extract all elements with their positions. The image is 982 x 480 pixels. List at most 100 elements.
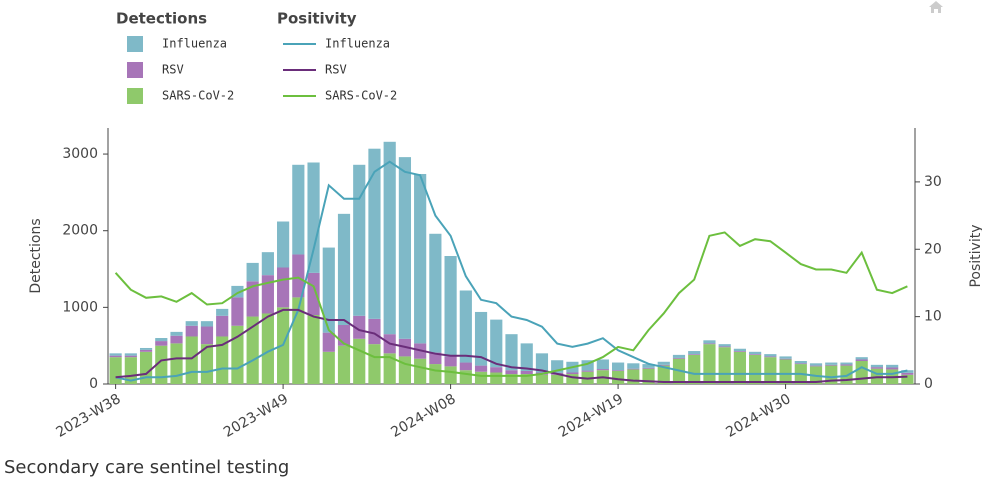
bar-segment <box>794 361 807 364</box>
bar-segment <box>642 367 655 369</box>
bar-segment <box>886 367 899 370</box>
bar-segment <box>825 362 838 365</box>
bar-segment <box>520 370 533 375</box>
bar-segment <box>246 316 259 384</box>
bar-segment <box>109 357 122 384</box>
legend-label: RSV <box>325 63 347 77</box>
bar-segment <box>733 351 746 352</box>
bar-segment <box>474 311 488 366</box>
legend-label: RSV <box>162 63 184 77</box>
bar-segment <box>703 344 716 384</box>
bar-segment <box>825 365 838 384</box>
bar-segment <box>749 354 762 384</box>
bar-segment <box>764 357 777 384</box>
x-tick-label: 2024-W30 <box>723 391 793 441</box>
bar-segment <box>185 325 198 337</box>
bar-segment <box>459 290 472 363</box>
legend-swatch <box>127 62 143 78</box>
y-tick-label: 2000 <box>62 223 98 239</box>
bar-segment <box>688 351 701 355</box>
bar-segment <box>596 369 609 371</box>
bar-segment <box>764 356 777 358</box>
bar-segment <box>611 362 625 371</box>
bar-segment <box>672 354 686 358</box>
bar-segment <box>277 221 290 268</box>
bar-segment <box>124 355 137 358</box>
x-tick-label: 2023-W38 <box>53 391 123 441</box>
bar-segment <box>474 365 488 372</box>
bar-segment <box>627 368 640 370</box>
bar-segment <box>307 162 320 273</box>
bar-segment <box>414 173 427 344</box>
y-tick-label: 1000 <box>62 299 98 315</box>
bar-segment <box>505 370 518 375</box>
line <box>115 308 908 383</box>
bar-segment <box>459 370 472 384</box>
x-tick-label: 2024-W08 <box>388 391 458 441</box>
bar-segment <box>277 267 290 308</box>
bar-segment <box>383 353 396 384</box>
bar-segment <box>566 372 579 375</box>
bar-segment <box>200 326 214 345</box>
bar-segment <box>322 332 335 352</box>
y2-axis-title: Positivity <box>968 224 982 287</box>
bar-segment <box>200 344 214 384</box>
bar-segment <box>139 347 153 350</box>
legend-label: SARS-CoV-2 <box>162 89 234 103</box>
bar-segment <box>718 344 731 347</box>
bar-segment <box>261 252 274 276</box>
bar-segment <box>246 262 259 282</box>
bar-segment <box>231 285 244 298</box>
bar-segment <box>216 308 229 316</box>
bar-segment <box>368 318 381 345</box>
bar-segment <box>170 343 183 384</box>
bar-segment <box>185 336 198 384</box>
bar-segment <box>185 321 198 326</box>
bar-segment <box>444 366 457 384</box>
bar-segment <box>429 233 442 353</box>
bar-segment <box>809 363 823 366</box>
bar-segment <box>855 359 868 362</box>
bar-segment <box>627 363 640 369</box>
bar-segment <box>444 356 457 367</box>
bar-segment <box>611 370 625 384</box>
bar-segment <box>353 164 366 316</box>
bar-segment <box>520 343 533 371</box>
bar-segment <box>505 334 518 371</box>
bar-segment <box>124 357 137 384</box>
home-icon[interactable] <box>929 1 943 13</box>
legend-group-title: Positivity <box>277 10 357 28</box>
bar-segment <box>901 374 914 384</box>
bar-segment <box>688 354 701 384</box>
legend-swatch <box>127 88 143 104</box>
bar-segment <box>688 354 701 355</box>
bar-segment <box>459 362 472 371</box>
bar-segment <box>581 360 594 371</box>
bar-segment <box>703 340 716 344</box>
bar-segment <box>657 364 670 366</box>
bar-segment <box>139 349 153 352</box>
bar-segment <box>764 354 777 357</box>
bar-segment <box>809 365 823 367</box>
x-tick-label: 2024-W19 <box>556 391 626 441</box>
bar-segment <box>109 353 122 356</box>
bar-segment <box>246 281 259 317</box>
bar-segment <box>490 372 503 384</box>
bar-segment <box>642 364 655 368</box>
bar-segment <box>825 364 838 366</box>
bar-segment <box>490 367 503 373</box>
bar-segment <box>733 348 746 352</box>
legend-swatch <box>127 36 143 52</box>
y2-tick-label: 10 <box>924 309 942 325</box>
bar-segment <box>383 141 396 335</box>
bar-segment <box>216 336 229 384</box>
bar-segment <box>155 341 168 346</box>
bar-segment <box>535 374 549 384</box>
bar-segment <box>155 338 168 342</box>
x-tick-label: 2023-W49 <box>221 391 291 441</box>
bar-segment <box>398 157 412 339</box>
bar-segment <box>292 164 305 255</box>
bar-segment <box>200 321 214 327</box>
bar-segment <box>855 361 868 384</box>
bar-segment <box>718 346 731 348</box>
